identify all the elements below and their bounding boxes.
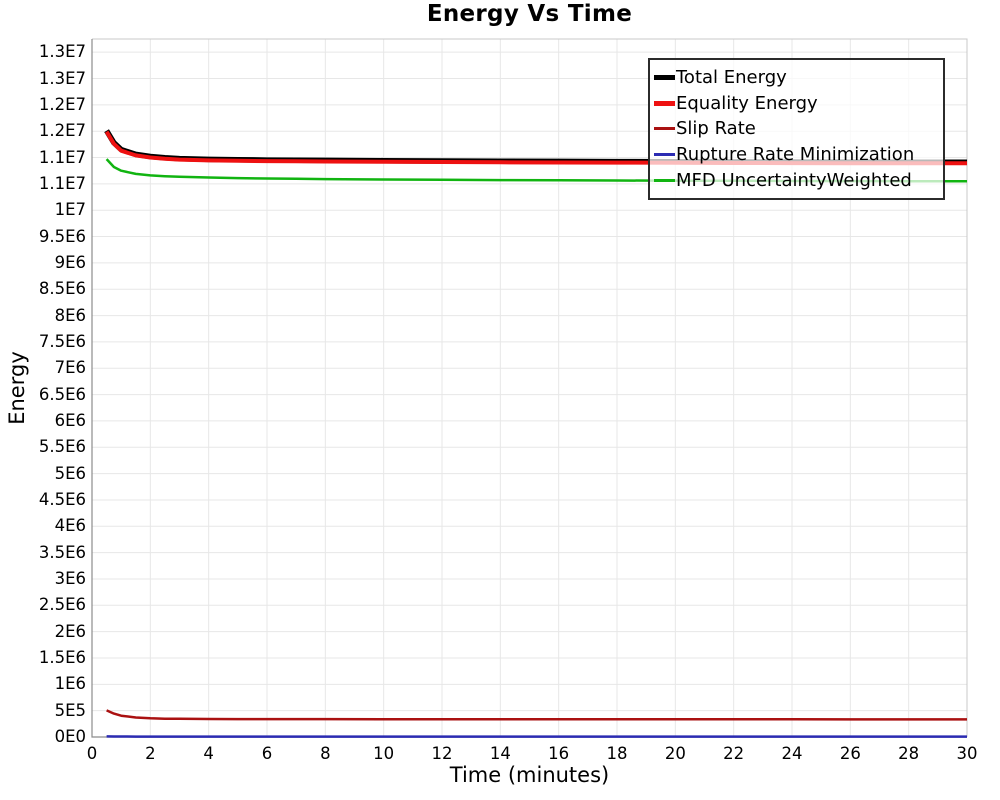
legend: Total Energy Equality Energy Slip Rate Rupt… bbox=[648, 58, 945, 200]
x-tick-label: 14 bbox=[489, 744, 511, 763]
y-tick-label: 1.2E7 bbox=[38, 121, 86, 141]
x-tick-label: 26 bbox=[839, 744, 861, 763]
y-tick-label: 8.5E6 bbox=[38, 279, 86, 299]
x-tick-label: 10 bbox=[373, 744, 395, 763]
legend-item-label: Equality Energy bbox=[676, 92, 818, 114]
y-tick-label: 9.5E6 bbox=[38, 226, 86, 246]
series-line-slip-rate bbox=[106, 709, 967, 721]
chart-title: Energy Vs Time bbox=[426, 1, 633, 27]
plot-border-top-right bbox=[92, 38, 968, 737]
y-tick-label: 4E6 bbox=[54, 516, 86, 536]
y-tick-label: 3.5E6 bbox=[38, 542, 86, 562]
y-tick-label: 7.5E6 bbox=[38, 331, 86, 351]
y-tick-label: 0E0 bbox=[54, 727, 86, 746]
x-tick-label: 4 bbox=[203, 744, 214, 763]
y-tick-label: 1.1E7 bbox=[38, 147, 86, 167]
legend-item-label: MFD UncertaintyWeighted bbox=[676, 170, 912, 192]
x-tick-label: 20 bbox=[664, 744, 686, 763]
x-tick-label: 30 bbox=[956, 744, 978, 763]
y-tick-label: 1.5E6 bbox=[38, 647, 86, 667]
legend-item: Equality Energy bbox=[654, 93, 939, 114]
x-tick-label: 2 bbox=[145, 744, 156, 763]
x-tick-label: 18 bbox=[606, 744, 628, 763]
y-tick-label: 1E7 bbox=[54, 200, 86, 220]
y-tick-label: 7E6 bbox=[54, 358, 86, 378]
y-tick-label: 9E6 bbox=[54, 252, 86, 272]
legend-item: Rupture Rate Minimization bbox=[654, 144, 939, 165]
x-tick-label: 16 bbox=[548, 744, 570, 763]
y-tick-label: 6E6 bbox=[54, 410, 86, 430]
legend-item: MFD UncertaintyWeighted bbox=[654, 170, 939, 191]
y-tick-label: 1E6 bbox=[54, 674, 86, 694]
legend-item-label: Rupture Rate Minimization bbox=[676, 144, 915, 166]
y-tick-label: 5.5E6 bbox=[38, 437, 86, 457]
x-tick-label: 0 bbox=[86, 744, 98, 763]
legend-line-swatch bbox=[654, 179, 675, 183]
legend-line-swatch bbox=[654, 153, 675, 157]
x-tick-label: 8 bbox=[320, 744, 331, 763]
x-tick-label: 22 bbox=[723, 744, 745, 763]
legend-line-swatch bbox=[654, 74, 675, 80]
legend-line-swatch bbox=[654, 100, 675, 106]
legend-item-label: Slip Rate bbox=[676, 118, 756, 140]
y-tick-label: 6.5E6 bbox=[38, 384, 86, 404]
y-tick-label: 2E6 bbox=[54, 621, 86, 641]
y-tick-label: 5E5 bbox=[54, 700, 86, 720]
x-tick-label: 28 bbox=[898, 744, 920, 763]
x-tick-label: 24 bbox=[781, 744, 803, 763]
legend-item: Slip Rate bbox=[654, 118, 939, 139]
y-tick-label: 1.2E7 bbox=[38, 94, 86, 114]
y-tick-label: 1.3E7 bbox=[38, 68, 86, 88]
legend-item-label: Total Energy bbox=[676, 66, 787, 88]
y-tick-label: 8E6 bbox=[54, 305, 86, 325]
y-tick-label: 4.5E6 bbox=[38, 489, 86, 509]
x-tick-label: 6 bbox=[261, 744, 273, 763]
y-tick-label: 1.3E7 bbox=[38, 42, 86, 62]
x-axis-title: Time (minutes) bbox=[449, 763, 610, 787]
y-tick-label: 5E6 bbox=[54, 463, 86, 483]
x-tick-label: 12 bbox=[431, 744, 453, 763]
y-tick-label: 2.5E6 bbox=[38, 595, 86, 615]
y-tick-label: 1.1E7 bbox=[38, 173, 86, 193]
legend-item: Total Energy bbox=[654, 67, 939, 88]
y-tick-label: 3E6 bbox=[54, 568, 86, 588]
legend-line-swatch bbox=[654, 127, 675, 131]
